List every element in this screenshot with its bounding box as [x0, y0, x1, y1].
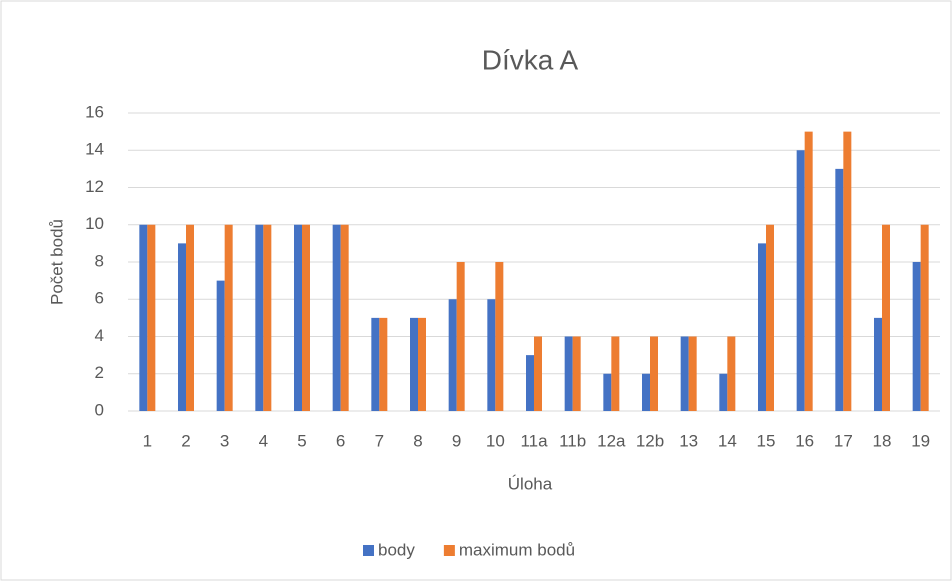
- x-tick-label: 16: [795, 431, 814, 450]
- bar: [526, 355, 534, 411]
- bar: [843, 131, 852, 411]
- bar: [564, 336, 573, 411]
- x-tick-label: 5: [297, 431, 306, 450]
- bar: [139, 224, 148, 411]
- bar: [371, 317, 380, 411]
- legend-label: body: [378, 540, 415, 559]
- legend-swatch: [363, 545, 374, 556]
- bar: [534, 336, 542, 411]
- bar: [835, 168, 844, 411]
- bar: [611, 336, 620, 411]
- bar: [216, 280, 225, 411]
- x-tick-label: 11b: [559, 431, 586, 450]
- bar: [495, 262, 504, 411]
- bar: [688, 336, 697, 411]
- bar: [572, 336, 581, 411]
- bar: [603, 373, 612, 411]
- y-tick-label: 8: [95, 251, 104, 270]
- bar: [178, 243, 186, 411]
- bar: [332, 224, 341, 411]
- x-tick-label: 19: [911, 431, 930, 450]
- y-tick-label: 12: [85, 177, 104, 196]
- x-tick-label: 6: [336, 431, 345, 450]
- x-tick-label: 14: [718, 431, 737, 450]
- bar: [874, 317, 882, 411]
- legend-label: maximum bodů: [459, 540, 575, 559]
- x-tick-label: 2: [181, 431, 190, 450]
- bar: [147, 224, 156, 411]
- bar: [255, 224, 264, 411]
- x-tick-label: 3: [220, 431, 229, 450]
- bar: [448, 299, 457, 411]
- y-tick-label: 16: [85, 102, 104, 121]
- x-tick-label: 12b: [636, 431, 664, 450]
- bar: [882, 224, 890, 411]
- bar: [650, 336, 658, 411]
- x-tick-label: 15: [757, 431, 776, 450]
- x-tick-label: 11a: [520, 431, 548, 450]
- bar: [379, 317, 388, 411]
- bar: [719, 373, 728, 411]
- x-tick-label: 8: [413, 431, 422, 450]
- y-axis-label: Počet bodů: [47, 219, 66, 305]
- bar: [456, 262, 465, 411]
- bar: [302, 224, 310, 411]
- bar: [340, 224, 349, 411]
- bar: [766, 224, 774, 411]
- bar: [912, 262, 921, 411]
- bar: [642, 373, 650, 411]
- x-tick-label: 12a: [597, 431, 626, 450]
- y-tick-label: 10: [85, 214, 104, 233]
- y-tick-label: 14: [85, 140, 104, 159]
- bar: [920, 224, 929, 411]
- bar: [487, 299, 496, 411]
- bar: [418, 317, 426, 411]
- bar: [796, 150, 805, 411]
- x-tick-label: 7: [375, 431, 384, 450]
- bar: [294, 224, 302, 411]
- y-tick-label: 4: [95, 326, 104, 345]
- bar: [186, 224, 194, 411]
- legend-swatch: [443, 545, 455, 556]
- bar: [224, 224, 233, 411]
- x-axis-label: Úloha: [508, 474, 553, 493]
- bar: [410, 317, 418, 411]
- x-tick-label: 17: [834, 431, 853, 450]
- x-tick-label: 13: [679, 431, 698, 450]
- y-tick-label: 6: [95, 289, 104, 308]
- bar: [727, 336, 736, 411]
- bar: [758, 243, 766, 411]
- x-tick-label: 10: [486, 431, 505, 450]
- bar: [680, 336, 689, 411]
- bar: [263, 224, 272, 411]
- x-tick-label: 4: [259, 431, 268, 450]
- bar: [804, 131, 813, 411]
- x-tick-label: 18: [873, 431, 892, 450]
- chart-title: Dívka A: [482, 44, 579, 75]
- y-tick-label: 2: [95, 363, 104, 382]
- y-tick-label: 0: [95, 400, 104, 419]
- x-tick-label: 1: [143, 431, 152, 450]
- x-tick-label: 9: [452, 431, 461, 450]
